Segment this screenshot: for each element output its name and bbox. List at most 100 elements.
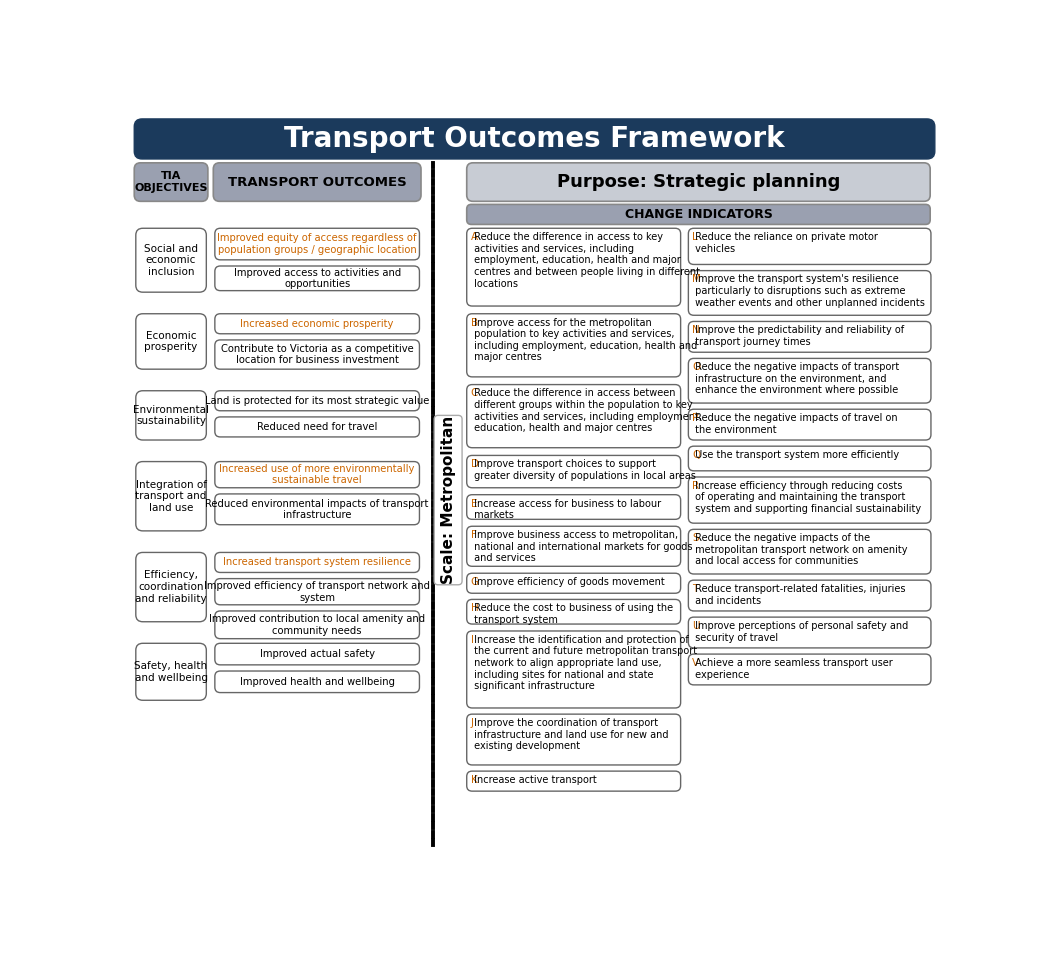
Text: Reduce the cost to business of using the
 transport system: Reduce the cost to business of using the… [470,603,673,625]
FancyBboxPatch shape [215,266,419,291]
FancyBboxPatch shape [136,643,207,700]
FancyBboxPatch shape [466,714,681,765]
Text: TIA
OBJECTIVES: TIA OBJECTIVES [135,172,208,193]
FancyBboxPatch shape [215,417,419,437]
FancyBboxPatch shape [466,204,930,224]
FancyBboxPatch shape [215,552,419,573]
FancyBboxPatch shape [688,618,931,648]
Text: D: D [470,459,479,469]
FancyBboxPatch shape [136,228,207,292]
Text: CHANGE INDICATORS: CHANGE INDICATORS [625,208,773,221]
FancyBboxPatch shape [466,573,681,594]
Text: J: J [470,718,474,728]
FancyBboxPatch shape [688,580,931,611]
Text: Reduce the difference in access between
 different groups within the population : Reduce the difference in access between … [470,388,702,433]
Text: Efficiency,
coordination
and reliability: Efficiency, coordination and reliability [136,571,207,603]
Text: Improve the transport system's resilience
 particularly to disruptions such as e: Improve the transport system's resilienc… [693,274,925,308]
Text: Increase efficiency through reducing costs
 of operating and maintaining the tra: Increase efficiency through reducing cos… [693,480,921,514]
Text: B: B [470,317,478,328]
Text: Reduce the negative impacts of travel on
 the environment: Reduce the negative impacts of travel on… [693,413,898,434]
FancyBboxPatch shape [215,228,419,260]
Text: Reduce the negative impacts of the
 metropolitan transport network on amenity
 a: Reduce the negative impacts of the metro… [693,533,907,567]
Text: Improved equity of access regardless of
population groups / geographic location: Improved equity of access regardless of … [217,233,417,255]
FancyBboxPatch shape [688,409,931,440]
Text: Improve efficiency of goods movement: Improve efficiency of goods movement [470,577,664,587]
Text: Increased transport system resilience: Increased transport system resilience [223,557,411,568]
FancyBboxPatch shape [688,654,931,685]
Text: Improve the predictability and reliability of
 transport journey times: Improve the predictability and reliabili… [693,325,904,347]
Text: Increased economic prosperity: Increased economic prosperity [241,318,394,329]
FancyBboxPatch shape [688,529,931,574]
Text: TRANSPORT OUTCOMES: TRANSPORT OUTCOMES [227,175,407,189]
Text: Achieve a more seamless transport user
 experience: Achieve a more seamless transport user e… [693,658,893,680]
FancyBboxPatch shape [466,526,681,567]
Text: K: K [470,775,478,785]
Text: Improve the coordination of transport
 infrastructure and land use for new and
 : Improve the coordination of transport in… [470,718,669,751]
Text: Use the transport system more efficiently: Use the transport system more efficientl… [693,450,899,460]
FancyBboxPatch shape [466,385,681,448]
Text: A: A [470,232,478,242]
FancyBboxPatch shape [466,495,681,520]
Text: Reduced environmental impacts of transport
infrastructure: Reduced environmental impacts of transpo… [205,499,429,520]
FancyBboxPatch shape [434,415,462,585]
Text: Reduced need for travel: Reduced need for travel [257,422,378,432]
Text: Purpose: Strategic planning: Purpose: Strategic planning [557,173,841,191]
FancyBboxPatch shape [214,163,421,201]
Text: Environmental
sustainability: Environmental sustainability [134,405,209,426]
FancyBboxPatch shape [466,228,681,306]
Text: Reduce the difference in access to key
 activities and services, including
 empl: Reduce the difference in access to key a… [470,232,700,289]
Text: Improve access for the metropolitan
 population to key activities and services,
: Improve access for the metropolitan popu… [470,317,697,363]
Text: Improved contribution to local amenity and
community needs: Improved contribution to local amenity a… [209,614,426,636]
Text: Q: Q [693,450,701,460]
FancyBboxPatch shape [466,771,681,791]
Text: Economic
prosperity: Economic prosperity [144,331,198,352]
Text: Improve transport choices to support
 greater diversity of populations in local : Improve transport choices to support gre… [470,459,696,480]
Text: Improved actual safety: Improved actual safety [260,649,374,659]
Text: N: N [693,325,700,336]
FancyBboxPatch shape [688,270,931,316]
FancyBboxPatch shape [688,446,931,471]
Text: S: S [693,533,699,543]
Text: U: U [693,621,700,631]
Text: F: F [470,530,477,540]
Text: Scale: Metropolitan: Scale: Metropolitan [440,416,456,584]
Text: Increase active transport: Increase active transport [470,775,597,785]
Text: Improved efficiency of transport network and
system: Improved efficiency of transport network… [204,581,430,602]
FancyBboxPatch shape [215,671,419,692]
Text: Reduce the reliance on private motor
 vehicles: Reduce the reliance on private motor veh… [693,232,878,254]
Text: Increase the identification and protection of
 the current and future metropolit: Increase the identification and protecti… [470,635,697,691]
FancyBboxPatch shape [215,643,419,665]
FancyBboxPatch shape [136,552,207,621]
FancyBboxPatch shape [466,599,681,624]
Text: T: T [693,584,699,594]
FancyBboxPatch shape [466,314,681,377]
Text: Improve business access to metropolitan,
 national and international markets for: Improve business access to metropolitan,… [470,530,693,563]
FancyBboxPatch shape [215,461,419,488]
Text: Transport Outcomes Framework: Transport Outcomes Framework [284,125,784,152]
Text: G: G [470,577,479,587]
FancyBboxPatch shape [466,631,681,708]
Text: L: L [693,232,698,242]
Text: P: P [693,413,699,423]
FancyBboxPatch shape [466,163,930,201]
Text: Reduce the negative impacts of transport
 infrastructure on the environment, and: Reduce the negative impacts of transport… [693,363,899,395]
FancyBboxPatch shape [215,611,419,639]
FancyBboxPatch shape [688,228,931,265]
FancyBboxPatch shape [215,339,419,369]
Text: C: C [470,388,478,398]
Text: Land is protected for its most strategic value: Land is protected for its most strategic… [205,396,430,406]
Text: Integration of
transport and
land use: Integration of transport and land use [136,480,207,513]
FancyBboxPatch shape [688,477,931,524]
FancyBboxPatch shape [136,314,207,369]
Text: M: M [693,274,701,285]
Text: R: R [693,480,700,491]
FancyBboxPatch shape [215,578,419,605]
Text: V: V [693,658,700,667]
FancyBboxPatch shape [688,359,931,403]
Text: Contribute to Victoria as a competitive
location for business investment: Contribute to Victoria as a competitive … [221,343,413,365]
FancyBboxPatch shape [688,321,931,352]
FancyBboxPatch shape [215,494,419,525]
Text: H: H [470,603,479,613]
FancyBboxPatch shape [215,314,419,334]
Text: Reduce transport-related fatalities, injuries
 and incidents: Reduce transport-related fatalities, inj… [693,584,905,606]
